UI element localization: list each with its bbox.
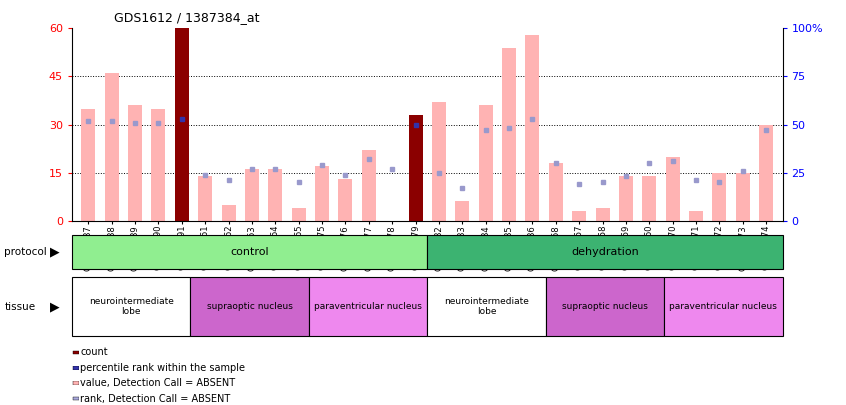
- Bar: [432, 102, 446, 221]
- Text: ▶: ▶: [50, 300, 60, 313]
- Text: neurointermediate
lobe: neurointermediate lobe: [89, 297, 173, 316]
- Bar: [572, 211, 586, 221]
- Bar: [268, 169, 283, 221]
- Bar: [73, 397, 79, 400]
- Text: ▶: ▶: [50, 245, 60, 259]
- Text: dehydration: dehydration: [571, 247, 639, 257]
- Bar: [642, 176, 656, 221]
- Bar: [151, 109, 166, 221]
- Bar: [546, 277, 664, 336]
- Bar: [549, 163, 563, 221]
- Text: GDS1612 / 1387384_at: GDS1612 / 1387384_at: [114, 11, 260, 24]
- Bar: [315, 166, 329, 221]
- Bar: [619, 176, 633, 221]
- Bar: [73, 351, 79, 354]
- Bar: [72, 235, 427, 269]
- Bar: [81, 109, 96, 221]
- Bar: [736, 173, 750, 221]
- Bar: [128, 105, 142, 221]
- Bar: [362, 150, 376, 221]
- Bar: [427, 235, 783, 269]
- Bar: [712, 173, 727, 221]
- Bar: [338, 179, 353, 221]
- Bar: [689, 211, 703, 221]
- Bar: [427, 277, 546, 336]
- Bar: [759, 125, 773, 221]
- Bar: [175, 28, 189, 221]
- Bar: [596, 208, 610, 221]
- Text: paraventricular nucleus: paraventricular nucleus: [314, 302, 422, 311]
- Text: count: count: [80, 347, 108, 357]
- Bar: [222, 205, 235, 221]
- Text: supraoptic nucleus: supraoptic nucleus: [562, 302, 648, 311]
- Text: value, Detection Call = ABSENT: value, Detection Call = ABSENT: [80, 378, 235, 388]
- Bar: [502, 48, 516, 221]
- Bar: [309, 277, 427, 336]
- Bar: [198, 176, 212, 221]
- Bar: [664, 277, 783, 336]
- Bar: [190, 277, 309, 336]
- Bar: [72, 277, 190, 336]
- Text: percentile rank within the sample: percentile rank within the sample: [80, 363, 245, 373]
- Bar: [666, 157, 679, 221]
- Bar: [73, 382, 79, 385]
- Bar: [244, 169, 259, 221]
- Text: neurointermediate
lobe: neurointermediate lobe: [444, 297, 529, 316]
- Text: rank, Detection Call = ABSENT: rank, Detection Call = ABSENT: [80, 394, 231, 403]
- Text: tissue: tissue: [4, 302, 36, 312]
- Bar: [455, 202, 470, 221]
- Text: control: control: [230, 247, 269, 257]
- Bar: [479, 105, 492, 221]
- Text: paraventricular nucleus: paraventricular nucleus: [669, 302, 777, 311]
- Bar: [292, 208, 305, 221]
- Text: supraoptic nucleus: supraoptic nucleus: [206, 302, 293, 311]
- Text: protocol: protocol: [4, 247, 47, 257]
- Bar: [409, 115, 422, 221]
- Bar: [525, 35, 540, 221]
- Bar: [105, 73, 118, 221]
- Bar: [73, 366, 79, 369]
